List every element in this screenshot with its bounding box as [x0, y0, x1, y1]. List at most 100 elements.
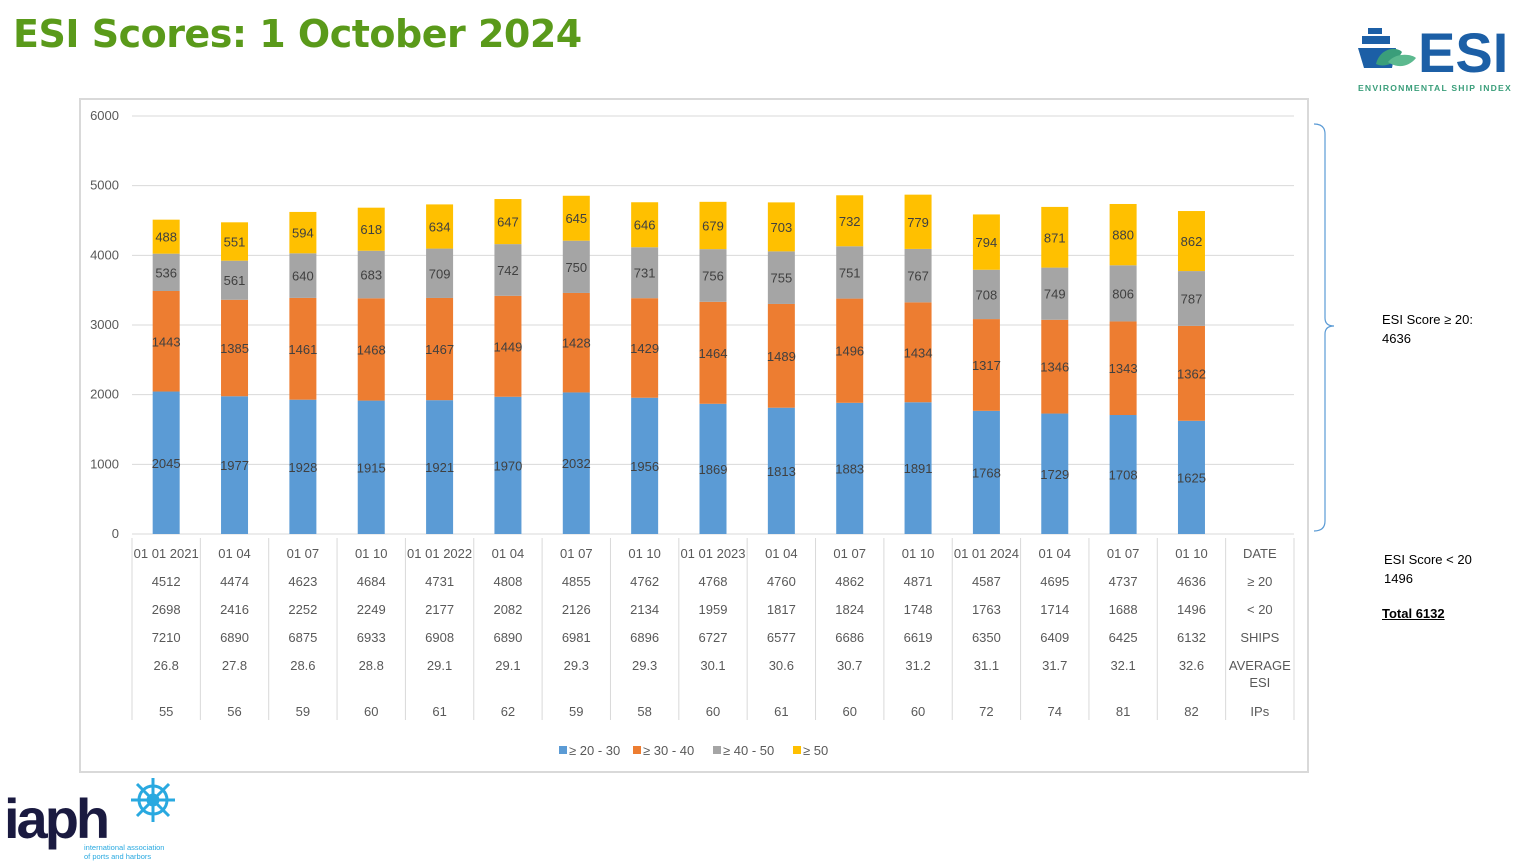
table-cell: 32.1: [1110, 658, 1135, 673]
data-label: 1496: [835, 344, 864, 359]
legend-swatch: [713, 746, 721, 754]
bar-segment: [152, 291, 180, 392]
chart-container: [79, 98, 1309, 773]
table-cell: 62: [501, 704, 515, 719]
data-label: 1977: [220, 458, 249, 473]
bar-segment: [1109, 415, 1137, 534]
table-cell: 2249: [357, 602, 386, 617]
table-cell: 55: [159, 704, 173, 719]
bar-segment: [767, 407, 795, 534]
bar-segment: [1041, 206, 1069, 268]
data-label: 1891: [904, 461, 933, 476]
x-category-label: 01 04: [765, 546, 798, 561]
table-row-label: SHIPS: [1240, 630, 1279, 645]
x-category-label: 01 07: [287, 546, 320, 561]
table-cell: 59: [569, 704, 583, 719]
table-cell: 4737: [1109, 574, 1138, 589]
bar-segment: [289, 399, 317, 534]
bar-segment: [494, 295, 522, 397]
table-cell: 30.6: [769, 658, 794, 673]
data-label: 1869: [699, 462, 728, 477]
data-label: 732: [839, 214, 861, 229]
legend-swatch: [559, 746, 567, 754]
bar-segment: [152, 391, 180, 534]
bar-segment: [562, 292, 590, 393]
y-tick-label: 5000: [90, 178, 119, 193]
note-below-20: ESI Score < 20 1496: [1384, 550, 1472, 588]
data-label: 1443: [152, 334, 181, 349]
table-cell: 6577: [767, 630, 796, 645]
table-cell: 60: [842, 704, 856, 719]
page-title: ESI Scores: 1 October 2024: [13, 12, 582, 56]
bar-segment: [904, 302, 932, 403]
data-label: 779: [907, 215, 929, 230]
table-cell: 60: [706, 704, 720, 719]
y-tick-label: 6000: [90, 108, 119, 123]
table-cell: 1496: [1177, 602, 1206, 617]
bar-segment: [221, 260, 249, 300]
table-cell: 30.7: [837, 658, 862, 673]
legend-entry: ≥ 30 - 40: [643, 743, 694, 758]
bar-segment: [426, 400, 454, 534]
bar-segment: [1109, 265, 1137, 322]
bar-segment: [1177, 420, 1205, 534]
data-label: 647: [497, 215, 519, 230]
table-cell: 6896: [630, 630, 659, 645]
iaph-logo-text: iaph: [4, 787, 107, 850]
data-label: 709: [429, 266, 451, 281]
bar-segment: [631, 202, 659, 248]
bar-segment: [152, 219, 180, 254]
table-cell: 4684: [357, 574, 386, 589]
data-label: 871: [1044, 230, 1066, 245]
legend-entry: ≥ 20 - 30: [569, 743, 620, 758]
table-cell: 31.1: [974, 658, 999, 673]
x-category-label: 01 10: [1175, 546, 1208, 561]
data-label: 750: [565, 260, 587, 275]
bar-segment: [631, 247, 659, 299]
bracket: [1313, 123, 1335, 532]
x-category-label: 01 07: [1107, 546, 1140, 561]
data-label: 561: [224, 273, 246, 288]
bar-segment: [631, 397, 659, 534]
data-label: 756: [702, 268, 724, 283]
bar-segment: [221, 299, 249, 397]
table-cell: 6890: [220, 630, 249, 645]
bar-segment: [972, 319, 1000, 411]
bar-segment: [972, 410, 1000, 534]
bar-segment: [836, 246, 864, 299]
table-cell: 4512: [152, 574, 181, 589]
bar-segment: [904, 194, 932, 249]
bar-segment: [152, 253, 180, 292]
legend-entry: ≥ 40 - 50: [723, 743, 774, 758]
data-label: 1385: [220, 341, 249, 356]
table-cell: 4855: [562, 574, 591, 589]
note-value: 1496: [1384, 571, 1413, 586]
x-category-label: 01 01 2022: [407, 546, 472, 561]
table-cell: 30.1: [700, 658, 725, 673]
data-label: 1921: [425, 460, 454, 475]
data-label: 787: [1181, 291, 1203, 306]
table-cell: 59: [296, 704, 310, 719]
data-label: 1625: [1177, 470, 1206, 485]
table-cell: 2134: [630, 602, 659, 617]
x-category-label: 01 04: [492, 546, 525, 561]
table-cell: 74: [1048, 704, 1062, 719]
bar-segment: [494, 244, 522, 296]
bar-segment: [1041, 319, 1069, 414]
x-category-label: 01 01 2024: [954, 546, 1019, 561]
bar-segment: [426, 204, 454, 249]
data-label: 862: [1181, 234, 1203, 249]
table-cell: 2416: [220, 602, 249, 617]
table-cell: 6908: [425, 630, 454, 645]
data-label: 767: [907, 269, 929, 284]
table-cell: 29.3: [632, 658, 657, 673]
bar-segment: [221, 222, 249, 261]
data-label: 634: [429, 219, 451, 234]
bar-segment: [836, 402, 864, 534]
table-cell: 4768: [699, 574, 728, 589]
data-label: 1343: [1109, 361, 1138, 376]
esi-logo: ESI ENVIRONMENTAL SHIP INDEX: [1356, 21, 1526, 96]
data-label: 731: [634, 266, 656, 281]
legend-swatch: [793, 746, 801, 754]
table-cell: 32.6: [1179, 658, 1204, 673]
